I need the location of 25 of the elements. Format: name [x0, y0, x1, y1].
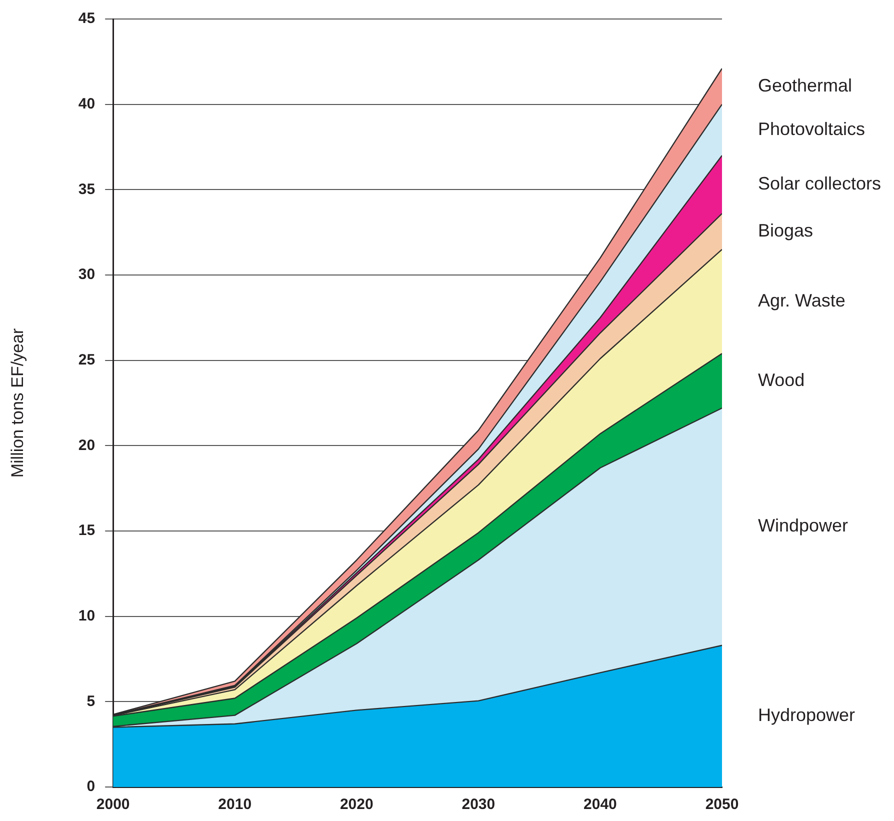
y-tick-label: 0 — [86, 778, 96, 796]
x-tick-label: 2020 — [340, 796, 374, 814]
y-tick-label: 10 — [78, 607, 96, 624]
y-tick-label: 20 — [78, 436, 96, 454]
x-tick-label: 2050 — [705, 796, 739, 814]
y-axis-title: Million tons EF/year — [8, 328, 27, 478]
series-label: Solar collectors — [758, 174, 882, 194]
y-tick-label: 40 — [78, 95, 96, 112]
series-label: Hydropower — [758, 705, 856, 726]
y-tick-label: 25 — [78, 351, 96, 368]
x-tick-label: 2030 — [462, 796, 496, 814]
y-tick-label: 35 — [78, 180, 96, 198]
series-label: Agr. Waste — [758, 290, 846, 310]
series-label: Wood — [758, 370, 805, 390]
series-label: Geothermal — [758, 75, 852, 96]
y-tick-label: 15 — [78, 522, 96, 540]
x-tick-label: 2010 — [218, 796, 252, 814]
x-tick-label: 2040 — [584, 796, 617, 814]
x-tick-label: 2000 — [96, 796, 130, 814]
y-tick-label: 5 — [86, 692, 96, 710]
y-tick-label: 45 — [78, 10, 96, 28]
y-tick-label: 30 — [78, 266, 96, 284]
series-label: Photovoltaics — [758, 118, 866, 139]
series-label: Windpower — [758, 516, 848, 536]
series-label: Biogas — [758, 220, 814, 240]
